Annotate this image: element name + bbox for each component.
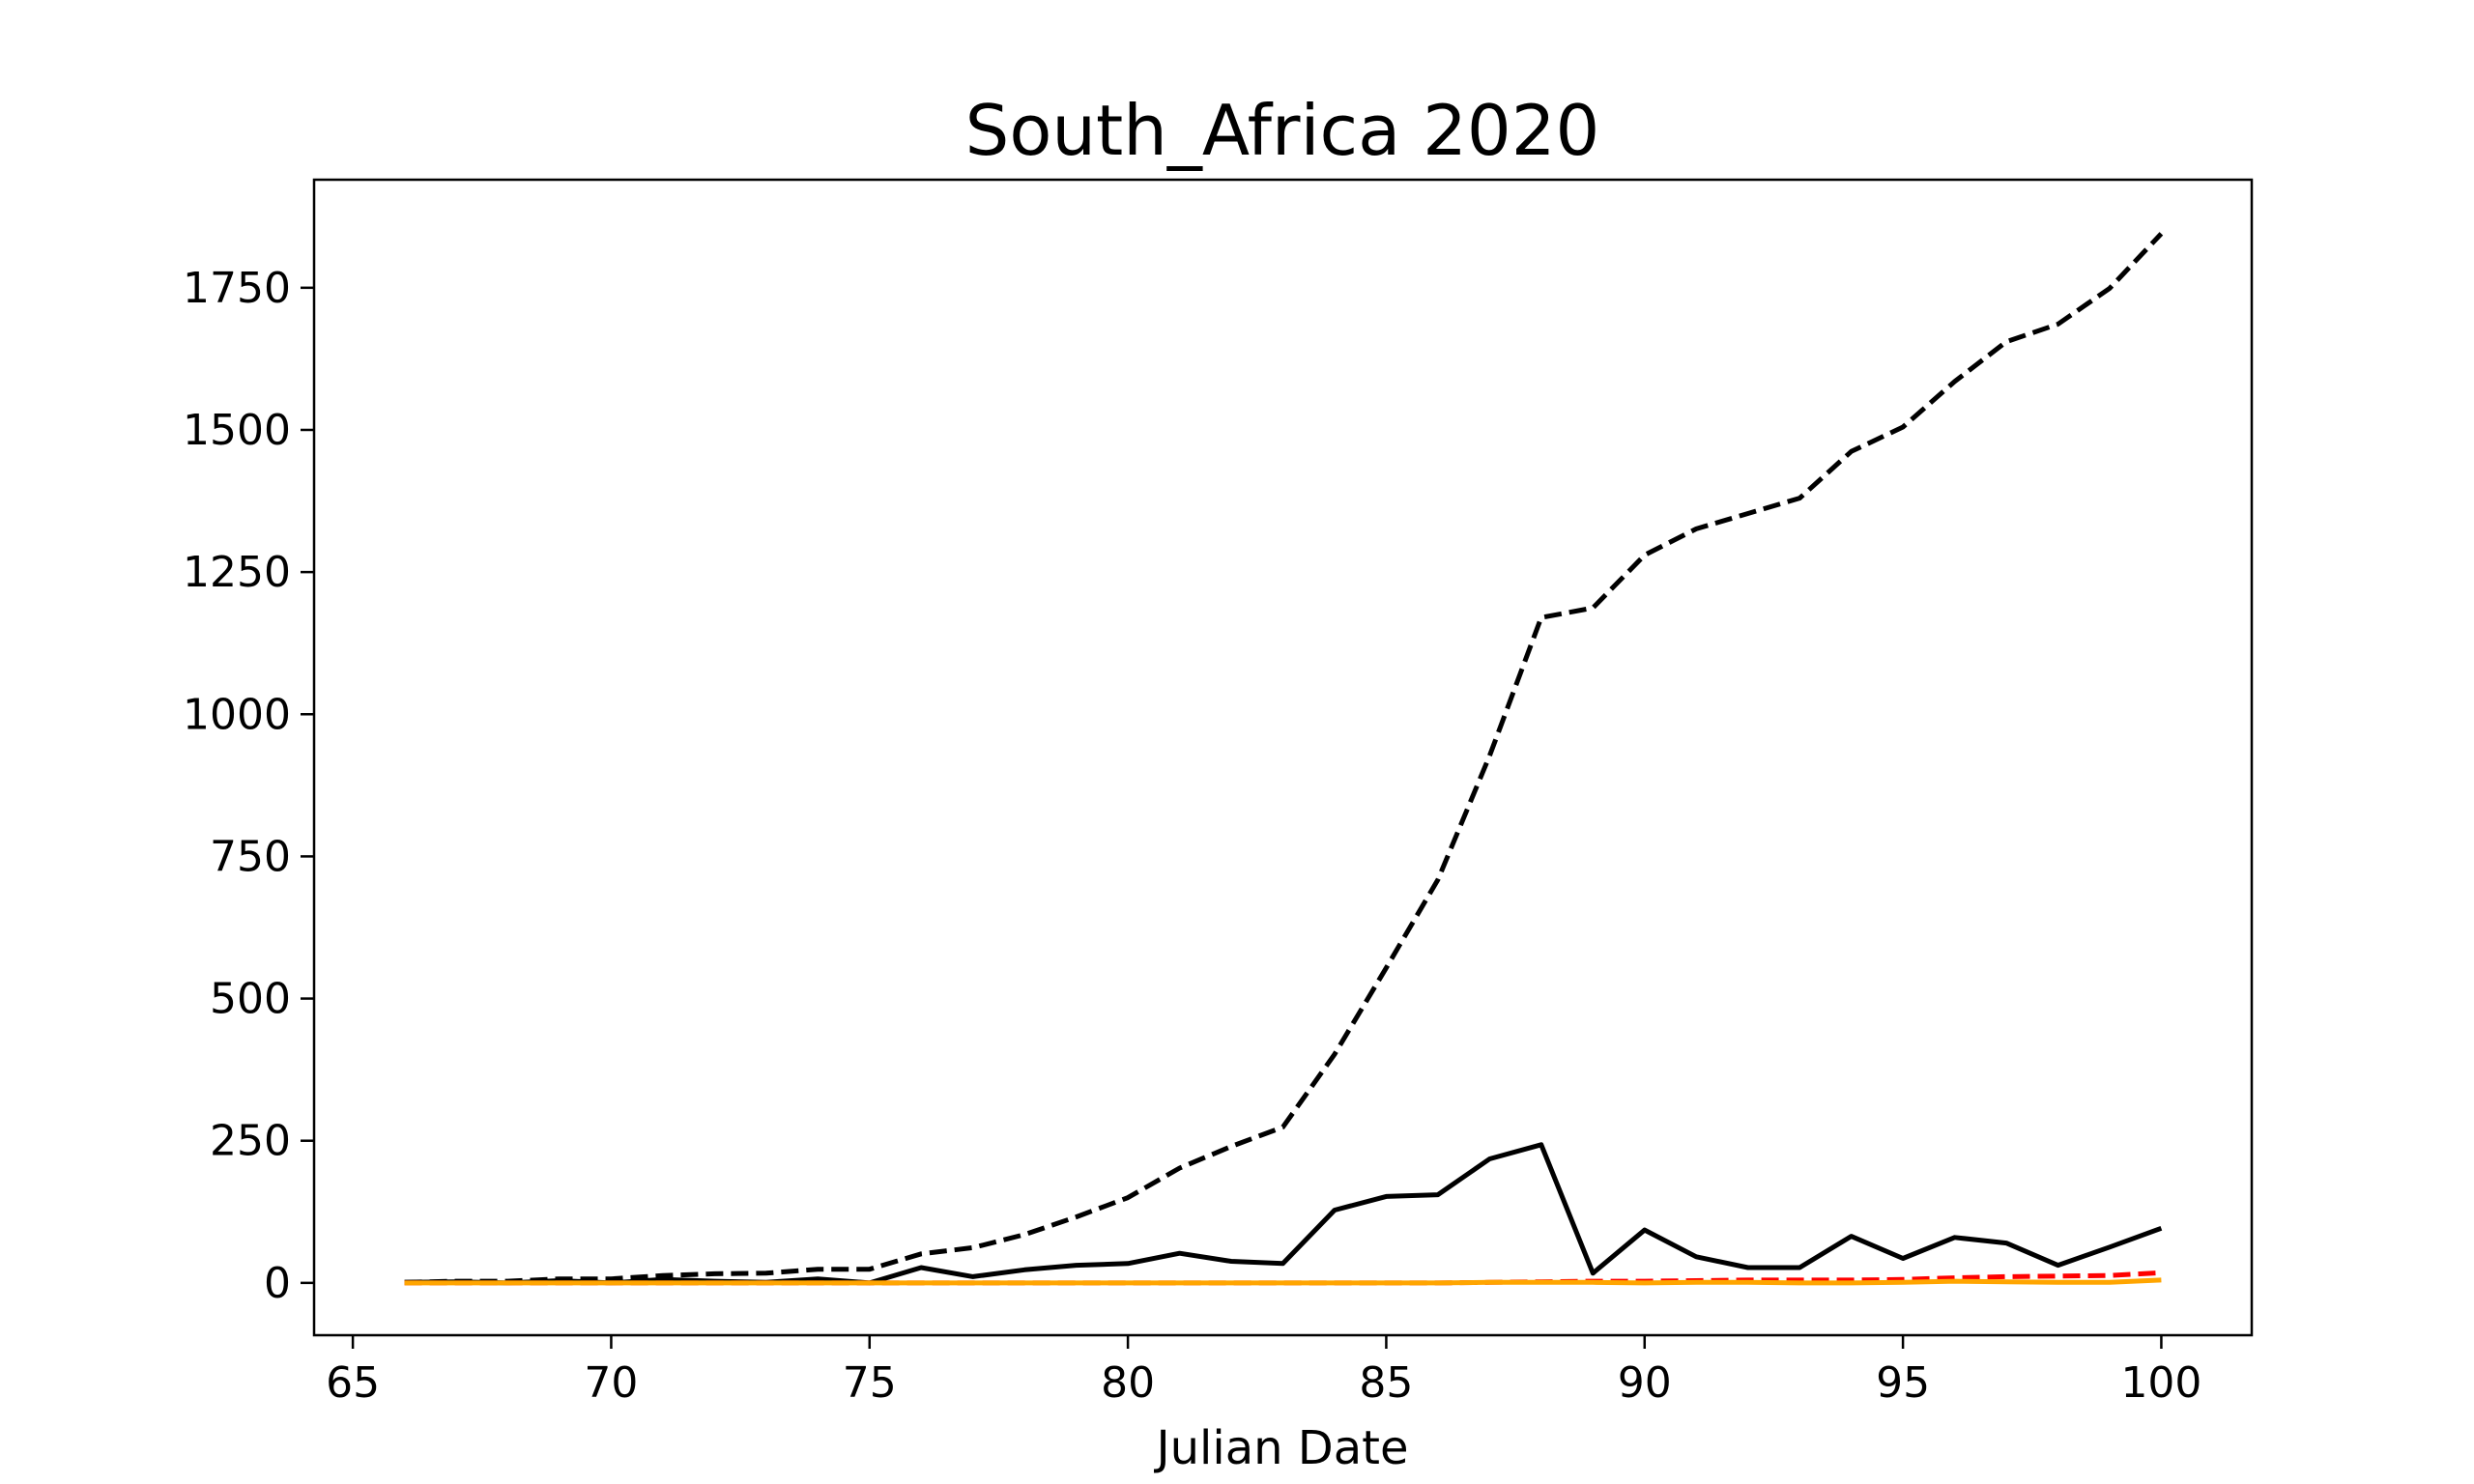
series-line-4 xyxy=(404,1277,2162,1286)
chart-title: South_Africa 2020 xyxy=(965,90,1600,171)
y-tick-label: 1000 xyxy=(183,690,291,739)
y-tick-label: 750 xyxy=(210,832,291,881)
y-axis: 0 250 500 750 1000 1250 1500 1750 xyxy=(183,264,314,1308)
x-tick-label: 100 xyxy=(2120,1358,2201,1408)
x-tick-label: 80 xyxy=(1101,1358,1155,1408)
series-layer xyxy=(404,232,2164,1286)
series-line-2 xyxy=(404,1142,2163,1286)
plot-area-frame xyxy=(312,178,2254,1337)
y-tick-label: 1500 xyxy=(183,406,291,455)
x-tick-label: 85 xyxy=(1359,1358,1413,1408)
y-tick-label: 1250 xyxy=(183,548,291,597)
x-tick-label: 65 xyxy=(326,1358,380,1408)
x-axis: 65 70 75 80 85 90 95 100 xyxy=(326,1335,2201,1408)
y-tick-label: 250 xyxy=(210,1117,291,1166)
y-tick-label: 500 xyxy=(210,975,291,1024)
y-tick-label: 1750 xyxy=(183,264,291,313)
x-axis-label: Julian Date xyxy=(1153,1421,1408,1475)
x-tick-label: 95 xyxy=(1876,1358,1930,1408)
x-tick-label: 70 xyxy=(584,1358,638,1408)
x-tick-label: 90 xyxy=(1618,1358,1672,1408)
series-line-1 xyxy=(404,232,2164,1285)
y-tick-label: 0 xyxy=(264,1259,291,1308)
x-tick-label: 75 xyxy=(843,1358,897,1408)
